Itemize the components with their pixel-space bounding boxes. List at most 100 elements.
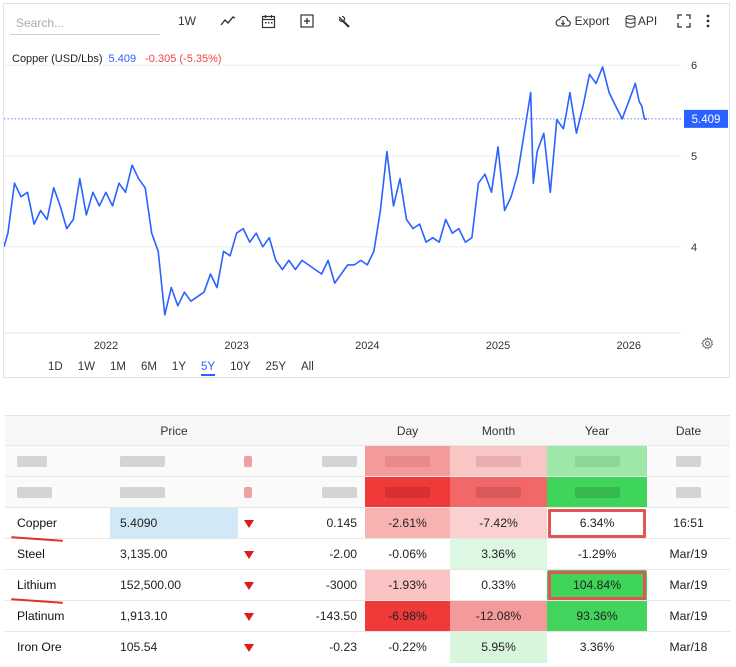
down-triangle-icon	[244, 612, 254, 621]
price-cell: 3,135.00	[110, 538, 238, 570]
commodity-name[interactable]: Platinum	[5, 600, 110, 632]
range-5y[interactable]: 5Y	[201, 361, 216, 376]
month-change-cell: 3.36%	[450, 538, 547, 570]
range-1y[interactable]: 1Y	[171, 361, 186, 373]
change-cell: 0.145	[283, 507, 365, 539]
col-header-price[interactable]: Price	[110, 415, 238, 446]
day-change-cell: -0.22%	[365, 631, 450, 663]
last-price-badge	[684, 109, 728, 128]
day-change-cell: -6.98%	[365, 600, 450, 632]
price-cell: 1,913.10	[110, 600, 238, 632]
commodity-name[interactable]: Iron Ore	[5, 631, 110, 663]
day-change-cell: -2.61%	[365, 507, 450, 539]
database-icon	[625, 14, 636, 28]
commodity-name[interactable]: Steel	[5, 538, 110, 570]
month-change-cell: -12.08%	[450, 600, 547, 632]
change-cell: -143.50	[283, 600, 365, 632]
fullscreen-icon[interactable]	[674, 10, 694, 32]
x-tick-label: 2023	[224, 340, 248, 352]
price-cell: 152,500.00	[110, 569, 238, 601]
x-tick-label: 2022	[94, 340, 118, 352]
calendar-icon[interactable]	[257, 10, 279, 32]
month-change-cell: 5.95%	[450, 631, 547, 663]
x-tick-label: 2024	[355, 340, 379, 352]
year-change-cell: 6.34%	[547, 507, 647, 539]
chart-settings-gear-icon[interactable]	[699, 335, 715, 351]
col-header-date[interactable]: Date	[647, 415, 730, 446]
y-tick-label: 5	[691, 151, 697, 163]
col-header-change	[283, 415, 365, 446]
redacted-row	[5, 445, 730, 477]
commodity-name[interactable]: Copper	[5, 507, 110, 542]
range-10y[interactable]: 10Y	[230, 361, 251, 373]
date-cell: Mar/19	[647, 569, 730, 601]
table-row[interactable]: Iron Ore 105.54 -0.23 -0.22% 5.95% 3.36% Mar/1…	[5, 631, 730, 663]
range-1m[interactable]: 1M	[109, 361, 126, 373]
day-change-cell: -1.93%	[365, 569, 450, 601]
commodities-table-container: Price Day Month Year Date	[5, 415, 730, 663]
cloud-download-icon	[555, 15, 571, 27]
chart-title: Copper (USD/Lbs) 5.409 -0.305 (-5.35%)	[12, 53, 222, 65]
down-arrow-icon	[238, 507, 283, 539]
down-triangle-icon	[244, 644, 254, 653]
down-arrow-icon	[238, 631, 283, 663]
api-button[interactable]: API	[623, 10, 659, 32]
month-change-cell: 0.33%	[450, 569, 547, 601]
range-25y[interactable]: 25Y	[265, 361, 287, 373]
year-change-cell: 3.36%	[547, 631, 647, 663]
x-tick-label: 2025	[486, 340, 510, 352]
date-cell: 16:51	[647, 507, 730, 539]
price-series-line	[4, 66, 647, 316]
line-chart-icon[interactable]	[217, 10, 239, 32]
y-tick-label: 4	[691, 242, 697, 254]
y-tick-label: 6	[691, 60, 697, 72]
col-header-name	[5, 415, 110, 446]
col-header-year[interactable]: Year	[547, 415, 647, 446]
more-options-icon[interactable]	[701, 10, 715, 32]
col-header-day[interactable]: Day	[365, 415, 450, 446]
range-6m[interactable]: 6M	[140, 361, 157, 373]
col-header-month[interactable]: Month	[450, 415, 547, 446]
chart-change: -0.305 (-5.35%)	[145, 53, 222, 65]
date-cell: Mar/19	[647, 600, 730, 632]
export-button[interactable]: Export	[554, 10, 610, 32]
down-triangle-icon	[244, 519, 254, 528]
table-row[interactable]: Platinum 1,913.10 -143.50 -6.98% -12.08% 93.3…	[5, 600, 730, 632]
change-cell: -0.23	[283, 631, 365, 663]
price-chart[interactable]: 4 5 6 2022 2023 2024 2025 2026 5.409	[4, 4, 731, 356]
down-triangle-icon	[244, 581, 254, 590]
col-header-arrow	[238, 415, 283, 446]
range-1w[interactable]: 1W	[77, 361, 95, 373]
wrench-icon[interactable]	[333, 10, 355, 32]
export-label: Export	[574, 14, 610, 28]
chart-widget: 1W Export API Copper (USD/Lbs) 5.409	[3, 3, 730, 378]
change-cell: -2.00	[283, 538, 365, 570]
x-tick-label: 2026	[616, 340, 640, 352]
redacted-row	[5, 476, 730, 508]
table-row[interactable]: Copper 5.4090 0.145 -2.61% -7.42% 6.34% 16:51	[5, 507, 730, 542]
range-1d[interactable]: 1D	[48, 361, 63, 373]
table-row[interactable]: Lithium 152,500.00 -3000 -1.93% 0.33% 104.84%…	[5, 569, 730, 604]
down-triangle-icon	[244, 550, 254, 559]
chart-toolbar: 1W Export API	[4, 4, 729, 38]
date-cell: Mar/19	[647, 538, 730, 570]
period-1w-button[interactable]: 1W	[178, 14, 196, 28]
year-change-cell: 104.84%	[547, 569, 647, 601]
commodities-table: Price Day Month Year Date	[5, 415, 730, 663]
down-arrow-icon	[238, 538, 283, 570]
add-indicator-icon[interactable]	[296, 10, 318, 32]
search-box	[10, 12, 160, 35]
search-input[interactable]	[10, 12, 160, 34]
commodity-name[interactable]: Lithium	[5, 569, 110, 604]
down-arrow-icon	[238, 600, 283, 632]
range-all[interactable]: All	[301, 361, 314, 373]
table-row[interactable]: Steel 3,135.00 -2.00 -0.06% 3.36% -1.29% Mar/1…	[5, 538, 730, 570]
chart-last-price: 5.409	[108, 53, 137, 65]
chart-symbol: Copper (USD/Lbs)	[12, 53, 103, 65]
api-label: API	[637, 14, 658, 28]
last-price-badge-label: 5.409	[692, 114, 721, 126]
price-cell: 5.4090	[110, 507, 238, 539]
year-change-cell: 93.36%	[547, 600, 647, 632]
price-cell: 105.54	[110, 631, 238, 663]
table-header-row: Price Day Month Year Date	[5, 415, 730, 446]
